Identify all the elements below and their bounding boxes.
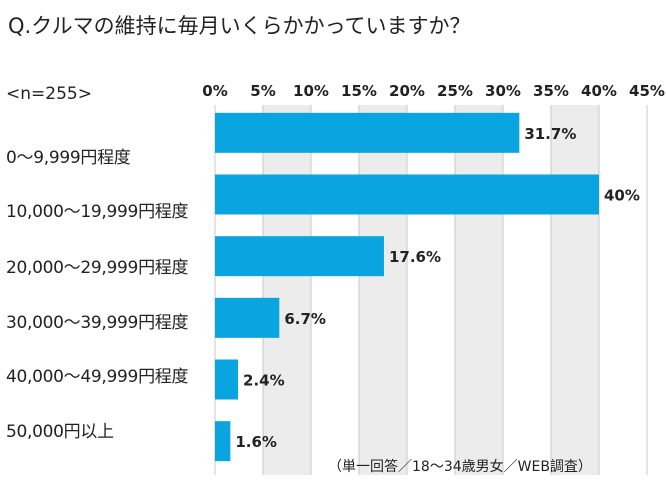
bar-value-label: 2.4% (243, 372, 285, 390)
x-tick-label: 30% (485, 82, 521, 100)
x-tick-label: 45% (629, 82, 665, 100)
sample-size-label: <n=255> (6, 84, 92, 104)
grid-band (359, 105, 407, 475)
bar-value-label: 6.7% (284, 310, 326, 328)
bar-value-label: 40% (604, 187, 640, 205)
bar (215, 421, 231, 462)
bar (215, 112, 520, 153)
x-tick-label: 40% (581, 82, 617, 100)
category-label: 40,000～49,999円程度 (6, 367, 189, 387)
category-label: 0～9,999円程度 (6, 148, 131, 168)
bar-value-label: 17.6% (389, 248, 441, 266)
category-label: 10,000～19,999円程度 (6, 202, 189, 222)
grid-band (263, 105, 311, 475)
bar (215, 174, 599, 215)
x-tick-label: 10% (293, 82, 329, 100)
x-tick-label: 0% (202, 82, 227, 100)
chart-title: Q.クルマの維持に毎月いくらかかっていますか？ (8, 14, 471, 38)
x-tick-label: 5% (250, 82, 275, 100)
category-label: 20,000～29,999円程度 (6, 258, 189, 278)
bar-value-label: 31.7% (524, 125, 576, 143)
x-tick-label: 15% (341, 82, 377, 100)
bar (215, 359, 239, 400)
x-tick-label: 35% (533, 82, 569, 100)
bar (215, 236, 384, 277)
x-tick-label: 20% (389, 82, 425, 100)
category-label: 50,000円以上 (6, 422, 114, 442)
grid-band (455, 105, 503, 475)
x-tick-label: 25% (437, 82, 473, 100)
category-label: 30,000～39,999円程度 (6, 313, 189, 333)
survey-note: （単一回答／18～34歳男女／WEB調査） (328, 459, 592, 475)
grid-band (551, 105, 599, 475)
bar (215, 297, 280, 338)
bar-value-label: 1.6% (235, 433, 277, 451)
